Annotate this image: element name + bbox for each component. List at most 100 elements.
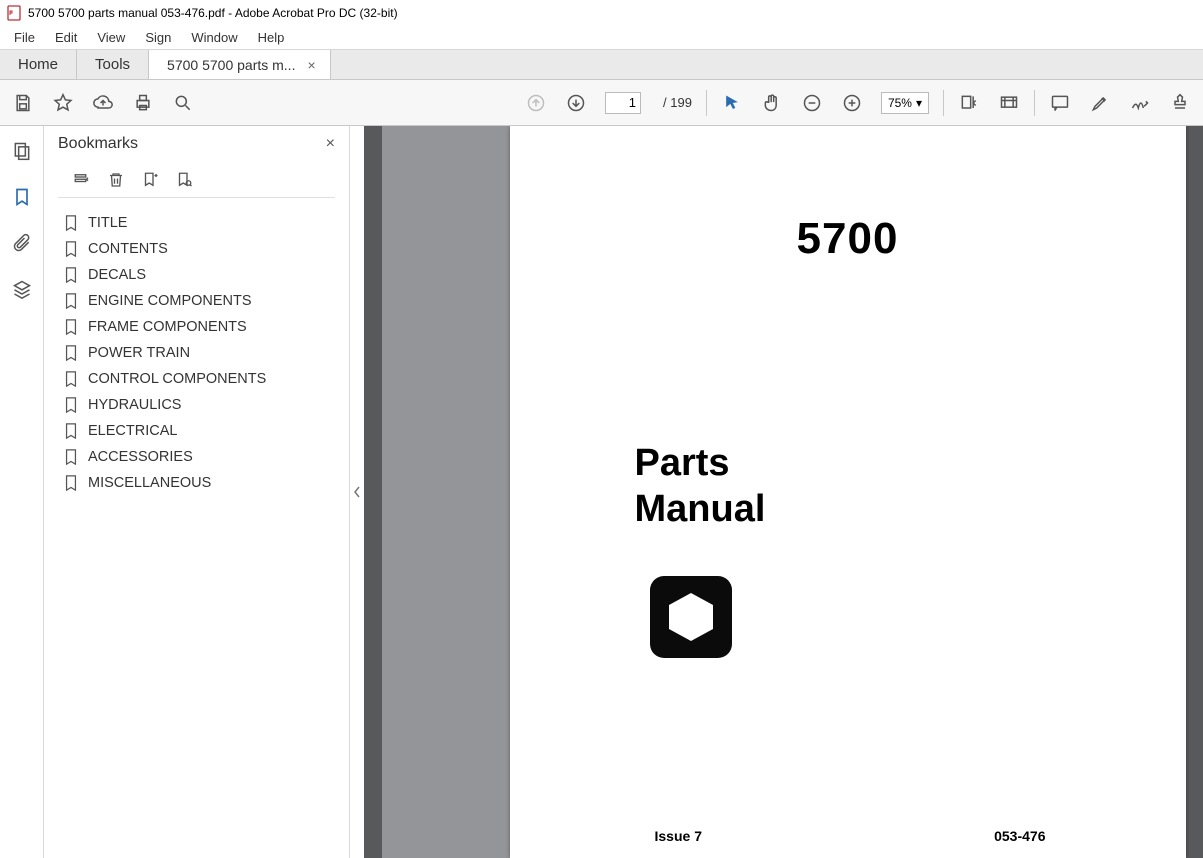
doc-issue: Issue 7 <box>655 828 702 844</box>
bookmark-icon <box>64 267 78 283</box>
zoom-value: 75% <box>888 96 912 110</box>
star-icon[interactable] <box>52 92 74 114</box>
page-up-icon[interactable] <box>525 92 547 114</box>
tabbar: Home Tools 5700 5700 parts m... × <box>0 50 1203 80</box>
doc-subtitle-line1: Parts <box>635 441 766 487</box>
bookmarks-rail-icon[interactable] <box>11 186 33 208</box>
document-area[interactable]: 5700 Parts Manual Issue 7 053-476 <box>364 126 1203 858</box>
bookmark-item[interactable]: ENGINE COMPONENTS <box>58 288 335 314</box>
bookmark-item[interactable]: FRAME COMPONENTS <box>58 314 335 340</box>
separator <box>706 90 707 116</box>
bookmark-item[interactable]: HYDRAULICS <box>58 392 335 418</box>
menu-sign[interactable]: Sign <box>135 28 181 47</box>
tab-document[interactable]: 5700 5700 parts m... × <box>149 50 331 79</box>
side-rail <box>0 126 44 858</box>
bookmark-icon <box>64 345 78 361</box>
bookmark-icon <box>64 319 78 335</box>
menu-view[interactable]: View <box>87 28 135 47</box>
bookmark-item[interactable]: ACCESSORIES <box>58 444 335 470</box>
highlight-icon[interactable] <box>1089 92 1111 114</box>
menubar: File Edit View Sign Window Help <box>0 26 1203 50</box>
bookmark-item[interactable]: DECALS <box>58 262 335 288</box>
selection-tool-icon[interactable] <box>721 92 743 114</box>
doc-code: 053-476 <box>994 828 1045 844</box>
bookmark-item[interactable]: TITLE <box>58 210 335 236</box>
attachments-rail-icon[interactable] <box>11 232 33 254</box>
layers-rail-icon[interactable] <box>11 278 33 300</box>
fit-width-icon[interactable] <box>958 92 980 114</box>
pdf-page: 5700 Parts Manual Issue 7 053-476 <box>510 126 1186 858</box>
menu-file[interactable]: File <box>4 28 45 47</box>
page-number-input[interactable] <box>605 92 641 114</box>
bookmark-item[interactable]: CONTENTS <box>58 236 335 262</box>
separator <box>943 90 944 116</box>
bookmark-item[interactable]: MISCELLANEOUS <box>58 470 335 496</box>
bookmark-label: ENGINE COMPONENTS <box>88 293 252 309</box>
zoom-dropdown[interactable]: 75% ▾ <box>881 92 929 114</box>
new-bookmark-icon[interactable] <box>140 170 160 190</box>
bookmark-icon <box>64 371 78 387</box>
bookmark-label: CONTROL COMPONENTS <box>88 371 266 387</box>
sign-icon[interactable] <box>1129 92 1151 114</box>
page-total-label: / 199 <box>663 95 692 110</box>
panel-header: Bookmarks × <box>44 126 349 162</box>
bookmark-icon <box>64 293 78 309</box>
menu-edit[interactable]: Edit <box>45 28 87 47</box>
chevron-down-icon: ▾ <box>916 96 922 110</box>
find-bookmark-icon[interactable] <box>174 170 194 190</box>
bookmarks-panel: Bookmarks × TITLE CONTENTSDECALS ENGINE CO… <box>44 126 350 858</box>
zoom-out-icon[interactable] <box>801 92 823 114</box>
bookmark-options-icon[interactable] <box>72 170 92 190</box>
bookmark-label: HYDRAULICS <box>88 397 181 413</box>
bookmark-item[interactable]: CONTROL COMPONENTS <box>58 366 335 392</box>
menu-window[interactable]: Window <box>181 28 247 47</box>
pdf-file-icon <box>6 5 22 21</box>
bookmark-label: TITLE <box>88 215 127 231</box>
panel-toolbar <box>58 162 335 198</box>
bookmark-icon <box>64 397 78 413</box>
panel-title: Bookmarks <box>58 135 138 153</box>
zoom-in-icon[interactable] <box>841 92 863 114</box>
read-mode-icon[interactable] <box>998 92 1020 114</box>
toolbar: / 199 75% ▾ <box>0 80 1203 126</box>
bookmark-icon <box>64 423 78 439</box>
bookmark-label: POWER TRAIN <box>88 345 190 361</box>
close-tab-icon[interactable]: × <box>307 57 315 73</box>
bookmark-label: MISCELLANEOUS <box>88 475 211 491</box>
close-panel-icon[interactable]: × <box>326 135 335 153</box>
bookmark-item[interactable]: ELECTRICAL <box>58 418 335 444</box>
doc-number: 5700 <box>510 214 1186 264</box>
doc-subtitle: Parts Manual <box>635 441 766 532</box>
tab-document-label: 5700 5700 parts m... <box>167 57 295 73</box>
tab-tools[interactable]: Tools <box>77 50 148 79</box>
comment-icon[interactable] <box>1049 92 1071 114</box>
save-icon[interactable] <box>12 92 34 114</box>
bookmark-list: TITLE CONTENTSDECALS ENGINE COMPONENTS FRAM… <box>44 206 349 500</box>
bookmark-icon <box>64 449 78 465</box>
tab-home[interactable]: Home <box>0 50 76 79</box>
print-icon[interactable] <box>132 92 154 114</box>
cloud-upload-icon[interactable] <box>92 92 114 114</box>
page-margin <box>382 126 510 858</box>
delete-bookmark-icon[interactable] <box>106 170 126 190</box>
separator <box>1034 90 1035 116</box>
workspace: Bookmarks × TITLE CONTENTSDECALS ENGINE CO… <box>0 126 1203 858</box>
window-title: 5700 5700 parts manual 053-476.pdf - Ado… <box>28 6 398 20</box>
page-down-icon[interactable] <box>565 92 587 114</box>
window-titlebar: 5700 5700 parts manual 053-476.pdf - Ado… <box>0 0 1203 26</box>
bookmark-icon <box>64 241 78 257</box>
bookmark-label: FRAME COMPONENTS <box>88 319 247 335</box>
menu-help[interactable]: Help <box>248 28 295 47</box>
collapse-panel-handle[interactable] <box>350 126 364 858</box>
stamp-icon[interactable] <box>1169 92 1191 114</box>
bookmark-label: ACCESSORIES <box>88 449 193 465</box>
bookmark-icon <box>64 215 78 231</box>
bookmark-icon <box>64 475 78 491</box>
bookmark-item[interactable]: POWER TRAIN <box>58 340 335 366</box>
hand-tool-icon[interactable] <box>761 92 783 114</box>
document-viewport: 5700 Parts Manual Issue 7 053-476 <box>364 126 1203 858</box>
thumbnails-rail-icon[interactable] <box>11 140 33 162</box>
bookmark-label: ELECTRICAL <box>88 423 177 439</box>
search-icon[interactable] <box>172 92 194 114</box>
hex-logo-icon <box>650 576 732 658</box>
